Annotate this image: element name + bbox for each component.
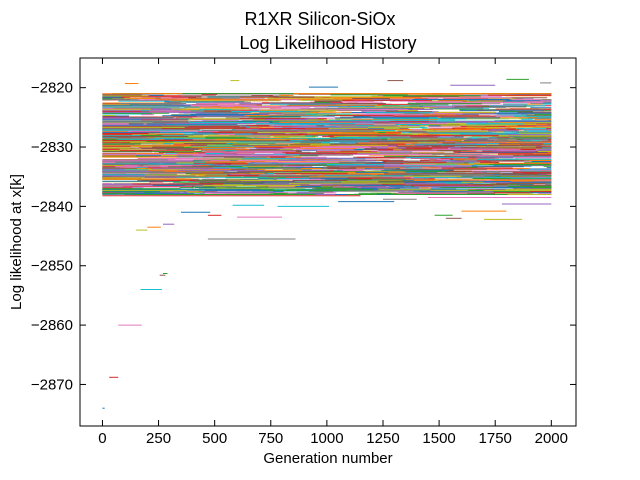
x-tick-label: 0 (98, 430, 106, 447)
x-tick-label: 1750 (479, 430, 512, 447)
x-tick-label: 250 (146, 430, 171, 447)
x-tick-label: 1250 (366, 430, 399, 447)
x-axis-label: Generation number (263, 450, 392, 467)
chart-title-line-2: Log Likelihood History (239, 33, 416, 53)
series-layer (102, 78, 552, 409)
y-tick-label: −2840 (31, 198, 73, 215)
x-tick-label: 1000 (310, 430, 343, 447)
x-tick-label: 500 (202, 430, 227, 447)
y-tick-label: −2860 (31, 317, 73, 334)
y-tick-label: −2850 (31, 258, 73, 275)
x-tick-label: 750 (258, 430, 283, 447)
x-tick-label: 2000 (535, 430, 568, 447)
y-axis: −2870 −2860 −2850 −2840 −2830 −2820 (31, 80, 576, 393)
y-tick-label: −2870 (31, 376, 73, 393)
y-axis-label: Log likelihood at x[k] (8, 174, 25, 310)
x-tick-label: 1500 (422, 430, 455, 447)
x-axis: 0 250 500 750 1000 1250 1500 1750 2000 (98, 58, 568, 447)
y-tick-label: −2830 (31, 139, 73, 156)
y-tick-label: −2820 (31, 80, 73, 97)
plot-frame (79, 57, 577, 427)
chart-title-line-1: R1XR Silicon-SiOx (244, 9, 395, 29)
chain-band (102, 93, 552, 195)
